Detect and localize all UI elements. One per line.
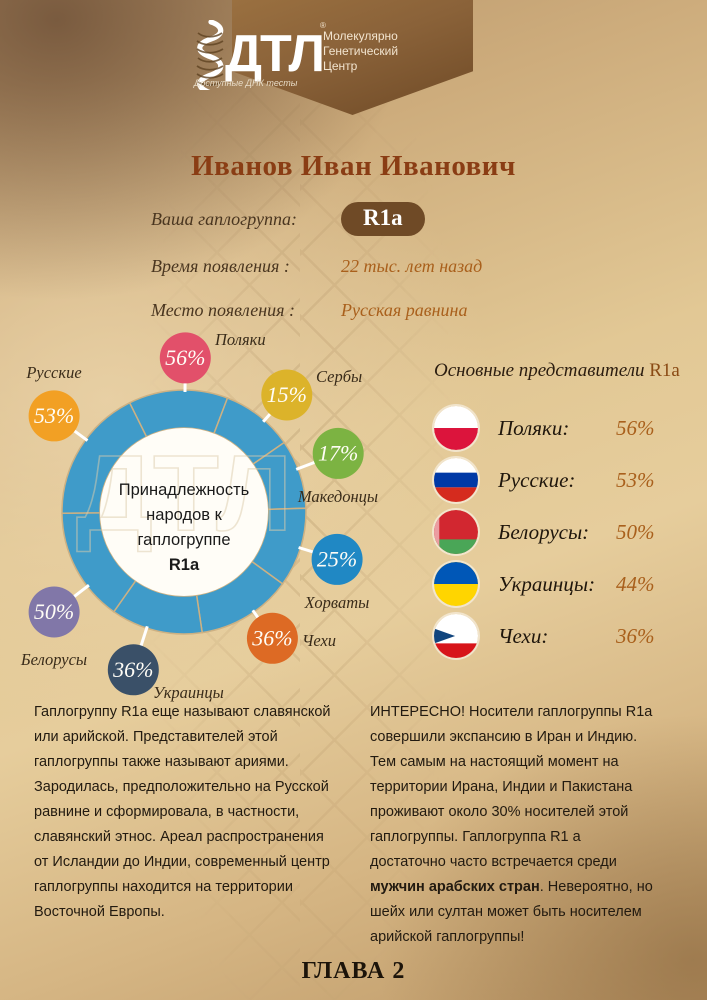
svg-text:17%: 17% [318,440,358,465]
svg-text:народов к: народов к [146,506,222,524]
svg-text:36%: 36% [112,657,153,682]
svg-text:Украинцы: Украинцы [153,683,224,702]
svg-text:Центр: Центр [323,59,358,73]
svg-text:53%: 53% [34,403,74,428]
svg-text:Принадлежность: Принадлежность [119,481,250,499]
svg-text:Белорусы: Белорусы [20,650,87,669]
svg-text:56%: 56% [165,345,205,370]
svg-text:Сербы: Сербы [316,367,362,386]
svg-text:Хорваты: Хорваты [304,593,370,612]
svg-text:Доступные ДНК тесты: Доступные ДНК тесты [193,78,298,88]
svg-text:®: ® [320,21,326,30]
svg-text:R1a: R1a [169,556,200,574]
svg-text:Македонцы: Македонцы [297,487,378,506]
svg-text:15%: 15% [267,382,307,407]
svg-text:50%: 50% [34,599,74,624]
svg-text:Русские: Русские [25,363,81,382]
svg-text:ДТЛ: ДТЛ [225,25,323,83]
svg-text:Чехи: Чехи [302,631,336,650]
svg-text:гаплогруппе: гаплогруппе [137,531,230,549]
svg-text:25%: 25% [317,546,357,571]
svg-text:Поляки: Поляки [214,330,266,349]
svg-text:Генетический: Генетический [323,44,398,58]
svg-text:36%: 36% [251,625,292,650]
svg-text:Молекулярно: Молекулярно [323,29,398,43]
